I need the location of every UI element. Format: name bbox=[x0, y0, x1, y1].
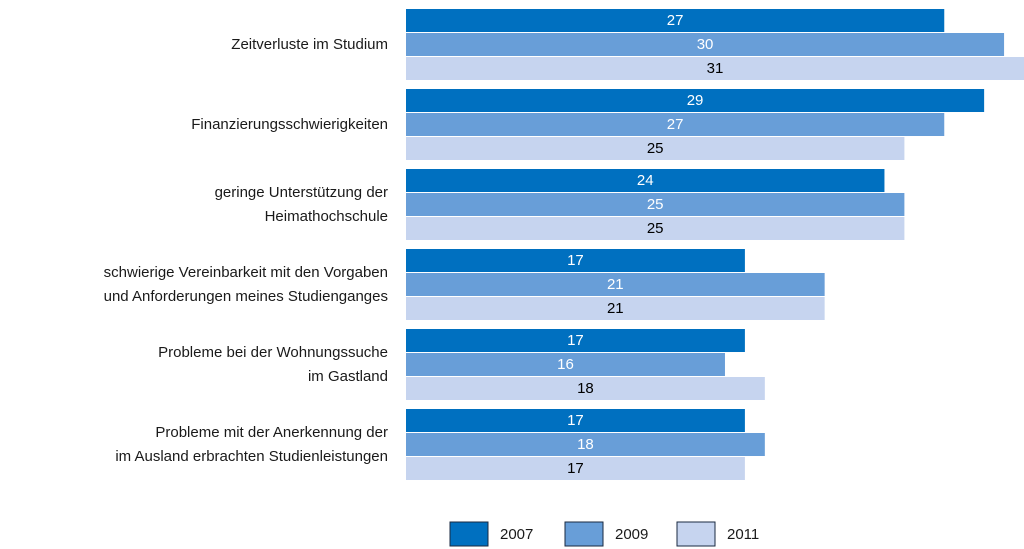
category-label: im Gastland bbox=[308, 368, 388, 385]
bar bbox=[406, 217, 905, 240]
value-label: 27 bbox=[667, 12, 684, 29]
bar bbox=[406, 57, 1024, 80]
legend-swatch bbox=[676, 521, 716, 547]
value-label: 18 bbox=[577, 436, 594, 453]
bar bbox=[406, 377, 765, 400]
bar bbox=[406, 113, 945, 136]
category-label: schwierige Vereinbarkeit mit den Vorgabe… bbox=[104, 264, 388, 281]
bar bbox=[406, 433, 765, 456]
bar bbox=[406, 9, 945, 32]
legend-swatch bbox=[564, 521, 604, 547]
bar bbox=[406, 329, 745, 352]
bar bbox=[406, 249, 745, 272]
legend-label: 2009 bbox=[615, 526, 648, 543]
bar bbox=[406, 273, 825, 296]
bar bbox=[406, 353, 725, 376]
category-label: Finanzierungsschwierigkeiten bbox=[191, 116, 388, 133]
value-label: 25 bbox=[647, 140, 664, 157]
category-label: geringe Unterstützung der bbox=[215, 184, 388, 201]
legend-label: 2007 bbox=[500, 526, 533, 543]
value-label: 29 bbox=[687, 92, 704, 109]
category-label: Heimathochschule bbox=[265, 208, 388, 225]
value-label: 17 bbox=[567, 332, 584, 349]
legend-swatch bbox=[449, 521, 489, 547]
bar bbox=[406, 297, 825, 320]
bar bbox=[406, 137, 905, 160]
value-label: 17 bbox=[567, 460, 584, 477]
value-label: 17 bbox=[567, 412, 584, 429]
category-label: im Ausland erbrachten Studienleistungen bbox=[115, 448, 388, 465]
value-label: 21 bbox=[607, 276, 624, 293]
value-label: 18 bbox=[577, 380, 594, 397]
value-label: 24 bbox=[637, 172, 654, 189]
value-label: 17 bbox=[567, 252, 584, 269]
value-label: 25 bbox=[647, 220, 664, 237]
value-label: 30 bbox=[697, 36, 714, 53]
bar bbox=[406, 409, 745, 432]
bar bbox=[406, 169, 885, 192]
legend-label: 2011 bbox=[727, 526, 759, 543]
bar bbox=[406, 193, 905, 216]
value-label: 31 bbox=[707, 60, 724, 77]
value-label: 21 bbox=[607, 300, 624, 317]
bar bbox=[406, 89, 985, 112]
category-label: Probleme bei der Wohnungssuche bbox=[158, 344, 388, 361]
bar bbox=[406, 457, 745, 480]
category-label: und Anforderungen meines Studienganges bbox=[104, 288, 388, 305]
value-label: 27 bbox=[667, 116, 684, 133]
category-label: Probleme mit der Anerkennung der bbox=[155, 424, 388, 441]
value-label: 16 bbox=[557, 356, 574, 373]
value-label: 25 bbox=[647, 196, 664, 213]
category-label: Zeitverluste im Studium bbox=[231, 36, 388, 53]
bar bbox=[406, 33, 1005, 56]
